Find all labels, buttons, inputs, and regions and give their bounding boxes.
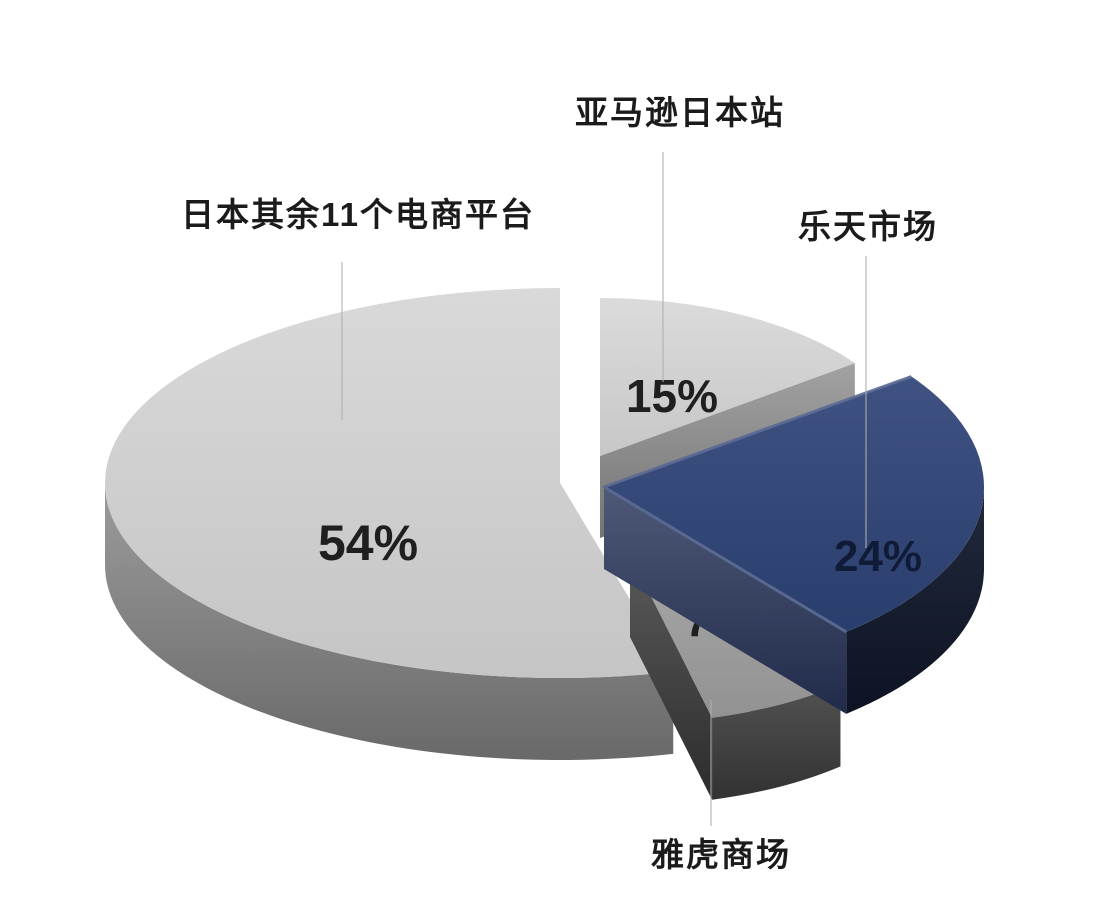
slice-top-rakuten [604, 376, 984, 632]
callout-label-yahoo: 雅虎商场 [651, 836, 791, 873]
slice-rim-yahoo [712, 684, 841, 800]
slice-rim-rakuten [846, 487, 984, 714]
pct-label-rakuten: 24% [834, 532, 922, 581]
slice-rim-others [105, 483, 674, 760]
slice-top-others [105, 288, 674, 678]
slice-cut-face-yahoo [630, 555, 713, 800]
callout-label-others: 日本其余11个电商平台 [181, 196, 535, 233]
pct-label-others: 54% [318, 515, 418, 571]
pct-label-amazon: 15% [626, 370, 718, 422]
callout-label-amazon: 亚马逊日本站 [575, 94, 785, 131]
pie-slice-rakuten: 24% [602, 375, 984, 714]
slice-cut-face-rakuten [604, 487, 847, 714]
callout-label-rakuten: 乐天市场 [798, 208, 938, 245]
pie-slice-others: 54% [105, 288, 674, 760]
slice-bevel-rakuten [602, 375, 912, 634]
